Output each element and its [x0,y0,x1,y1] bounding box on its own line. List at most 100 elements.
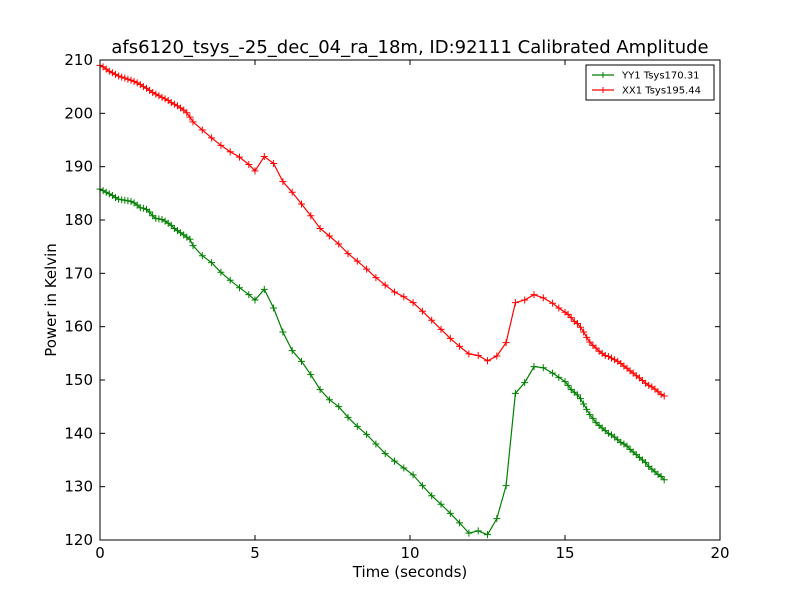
data-point-marker [474,351,482,359]
y-axis: 120 130 140 150 160 170 180 190 200 210 [64,51,720,549]
data-point-marker [198,126,206,134]
data-point-marker [316,386,324,394]
data-point-marker [428,492,436,500]
data-point-marker [583,405,591,413]
data-point-marker [437,325,445,333]
data-point-marker [589,414,597,422]
data-point-marker [391,457,398,465]
data-point-marker [245,291,253,299]
data-point-marker [298,200,305,208]
data-point-marker [260,285,268,293]
data-point-marker [118,196,126,204]
data-point-marker [208,259,216,267]
data-point-marker [511,299,519,307]
data-point-marker [539,364,547,372]
data-point-marker [617,438,625,446]
data-point-marker [170,100,178,108]
data-point-marker [623,442,631,450]
y-tick-label: 130 [64,478,93,496]
data-point-marker [567,314,575,322]
data-point-marker [409,471,417,479]
data-point-marker [521,296,529,304]
data-point-marker [642,459,650,467]
data-point-marker [136,204,144,212]
legend-marker [600,87,606,93]
y-tick-label: 160 [64,318,93,336]
data-point-marker [146,208,154,216]
data-point-marker [363,265,371,273]
x-axis: 0 5 10 15 20 [95,60,730,562]
x-tick-label: 20 [710,544,729,562]
data-point-marker [502,482,510,490]
data-point-marker [372,274,380,282]
data-point-marker [115,72,123,80]
data-point-marker [226,148,234,156]
y-axis-label: Power in Kelvin [42,243,60,357]
data-point-marker [335,403,343,411]
data-point-marker [549,299,557,307]
data-point-marker [124,197,132,205]
y-tick-label: 150 [64,371,93,389]
data-point-marker [127,76,135,84]
series-1 [96,61,668,400]
data-point-marker [583,333,591,341]
data-point-marker [260,153,268,161]
data-point-marker [660,476,668,484]
data-point-marker [236,284,243,292]
data-point-marker [580,400,588,408]
data-point-marker [251,296,259,304]
data-point-marker [217,268,225,276]
data-point-marker [189,242,197,250]
data-point-marker [381,450,389,458]
data-point-marker [167,99,175,107]
data-point-marker [418,482,426,490]
y-tick-label: 170 [64,264,93,282]
data-point-marker [446,334,454,342]
y-tick-label: 140 [64,424,93,442]
data-point-marker [102,188,110,196]
data-point-marker [133,79,141,87]
data-point-marker [608,354,615,362]
data-point-marker [564,310,572,318]
data-point-marker [167,221,175,229]
data-point-marker [226,276,234,284]
data-point-marker [391,288,398,296]
data-point-marker [573,319,581,327]
data-point-marker [521,379,529,387]
data-point-marker [409,299,417,307]
data-point-marker [186,235,194,243]
data-point-marker [465,350,473,358]
data-point-marker [484,531,491,539]
data-point-marker [158,215,166,223]
y-tick-label: 190 [64,158,93,176]
data-point-marker [493,352,501,360]
data-point-marker [108,69,116,77]
data-point-marker [288,347,296,355]
data-point-marker [586,411,594,419]
x-axis-label: Time (seconds) [352,563,468,581]
data-point-marker [561,378,569,386]
y-tick-label: 210 [64,51,93,69]
data-point-marker [127,197,135,205]
data-point-marker [577,323,584,331]
data-point-marker [161,95,169,103]
data-point-marker [189,118,197,126]
series-0 [96,185,668,539]
data-point-marker [539,294,547,302]
data-point-marker [353,257,361,265]
data-point-marker [573,391,581,399]
data-point-marker [474,527,482,535]
data-point-marker [592,344,600,352]
data-point-marker [112,194,119,202]
data-point-marker [316,225,324,233]
data-point-marker [115,195,123,203]
data-point-marker [139,204,147,212]
data-point-marker [208,134,216,142]
data-point-marker [465,529,473,537]
data-point-marker [112,70,119,78]
y-tick-label: 200 [64,104,93,122]
data-point-marker [611,356,619,364]
data-point-marker [270,304,278,312]
data-point-marker [577,395,584,403]
data-point-marker [657,390,665,398]
